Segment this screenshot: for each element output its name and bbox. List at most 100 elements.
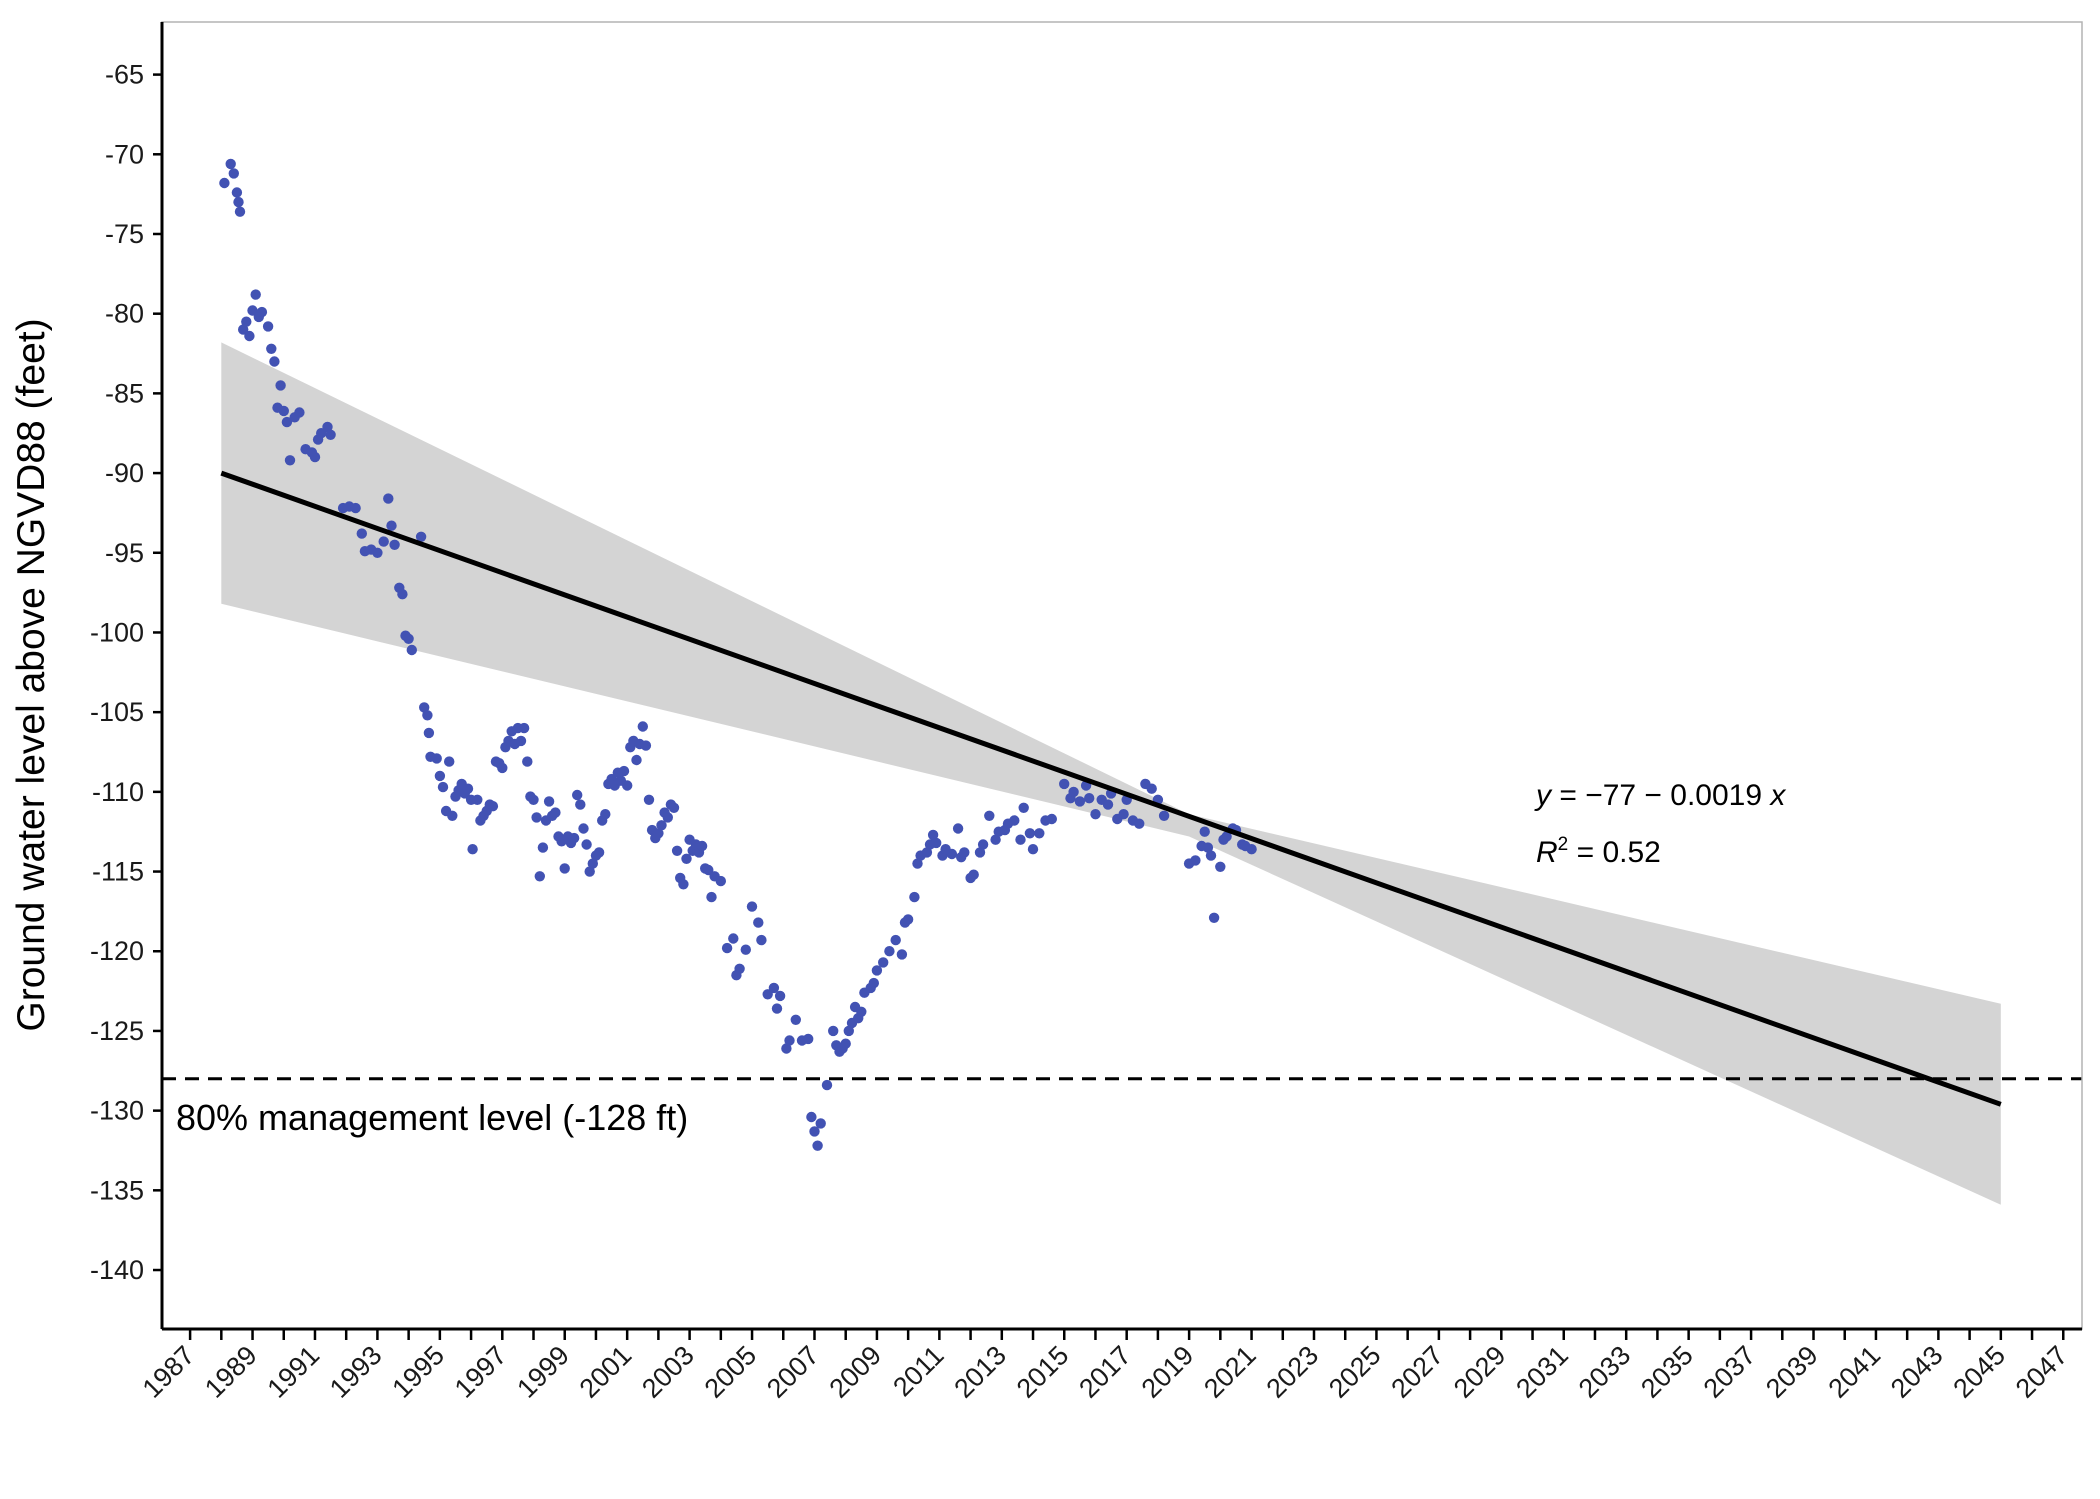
data-point	[715, 875, 726, 887]
data-point	[472, 794, 483, 805]
data-point	[528, 794, 539, 805]
data-point	[784, 1035, 795, 1046]
data-point	[531, 812, 542, 823]
x-tick-label: 2029	[1448, 1340, 1512, 1404]
data-point	[946, 848, 958, 860]
data-point	[618, 765, 630, 777]
data-point	[397, 589, 408, 600]
x-tick-label: 1991	[262, 1340, 326, 1404]
y-tick-label: -95	[105, 538, 144, 568]
data-point	[921, 847, 933, 858]
data-point	[515, 735, 527, 747]
data-point	[828, 1025, 839, 1037]
x-tick-label: 2031	[1510, 1340, 1574, 1404]
data-point	[696, 840, 708, 852]
x-tick-label: 1993	[324, 1340, 388, 1404]
x-tick-label: 2003	[636, 1340, 700, 1404]
x-tick-label: 2047	[2010, 1340, 2074, 1404]
x-tick-label: 2017	[1073, 1340, 1137, 1404]
confidence-band-layer	[221, 342, 2001, 1205]
data-point	[225, 158, 236, 170]
data-point	[740, 944, 751, 955]
data-point	[703, 864, 714, 876]
data-point	[389, 539, 400, 550]
data-point	[728, 933, 739, 944]
data-point	[771, 1003, 783, 1014]
data-point	[768, 982, 780, 994]
data-point	[262, 321, 274, 332]
data-point	[1009, 815, 1020, 826]
data-point	[622, 780, 633, 791]
data-point	[809, 1126, 820, 1137]
data-point	[406, 644, 417, 656]
y-tick-label: -130	[90, 1096, 144, 1126]
data-point	[600, 809, 611, 820]
y-tick-label: -65	[105, 60, 144, 90]
y-tick-label: -120	[90, 936, 144, 966]
data-point	[1027, 844, 1039, 855]
data-point	[1015, 834, 1026, 845]
y-tick-label: -85	[105, 378, 144, 408]
x-tick-label: 1989	[199, 1340, 263, 1404]
y-tick-label: -125	[90, 1016, 144, 1046]
data-point	[322, 421, 333, 433]
data-point	[1158, 810, 1170, 821]
data-point	[781, 1043, 792, 1054]
data-point	[250, 289, 261, 300]
data-point	[678, 879, 689, 890]
data-point	[896, 949, 908, 960]
x-tick-label: 2009	[823, 1340, 887, 1404]
data-point	[241, 316, 252, 327]
data-point	[294, 407, 305, 418]
data-point	[909, 891, 920, 903]
equation-annotation: y = −77 − 0.0019 x	[1534, 779, 1786, 812]
data-point	[821, 1079, 833, 1091]
data-point	[884, 946, 895, 957]
data-point	[927, 829, 939, 841]
y-tick-label: -90	[105, 458, 144, 488]
y-tick-label: -105	[90, 697, 144, 727]
data-point	[581, 839, 592, 850]
data-point	[959, 847, 970, 858]
y-tick-label: -70	[105, 139, 144, 169]
data-point	[1146, 783, 1157, 794]
data-point	[762, 989, 773, 1000]
data-point	[316, 428, 327, 439]
x-tick-label: 1997	[449, 1340, 513, 1404]
data-point	[447, 810, 458, 821]
data-point	[868, 977, 879, 989]
tick-labels: -65 -70 -75 -80 -85 -90 -95 -100 -105 -110 -115 -12…	[90, 60, 2074, 1404]
data-point	[931, 837, 942, 849]
data-point	[890, 934, 901, 946]
data-point	[422, 710, 433, 721]
data-point	[815, 1118, 826, 1129]
data-point	[1205, 850, 1217, 861]
data-point	[383, 493, 394, 504]
data-point	[309, 451, 321, 463]
reference-line-label: 80% management level (-128 ft)	[176, 1097, 688, 1138]
data-point	[234, 206, 246, 217]
data-point	[643, 794, 655, 805]
data-point	[350, 502, 361, 514]
data-point	[378, 536, 389, 547]
data-point	[1118, 809, 1129, 820]
r-squared-value: = 0.52	[1568, 836, 1661, 869]
data-point	[902, 914, 914, 925]
x-tick-label: 2005	[699, 1340, 763, 1404]
data-point	[671, 845, 683, 856]
data-point	[423, 727, 435, 739]
x-tick-label: 2011	[887, 1340, 949, 1402]
regression-line	[220, 470, 2002, 1107]
data-point	[578, 823, 589, 834]
data-point	[790, 1014, 801, 1025]
r-squared-annotation: R2 = 0.52	[1536, 834, 1661, 869]
data-point	[219, 177, 230, 189]
equation-x-symbol: x	[1768, 779, 1786, 812]
data-point	[1102, 799, 1114, 810]
data-point	[238, 324, 249, 335]
data-point	[977, 839, 989, 850]
data-point	[543, 796, 555, 807]
data-point	[637, 721, 648, 732]
data-point	[284, 455, 296, 466]
x-tick-label: 2001	[574, 1340, 638, 1404]
